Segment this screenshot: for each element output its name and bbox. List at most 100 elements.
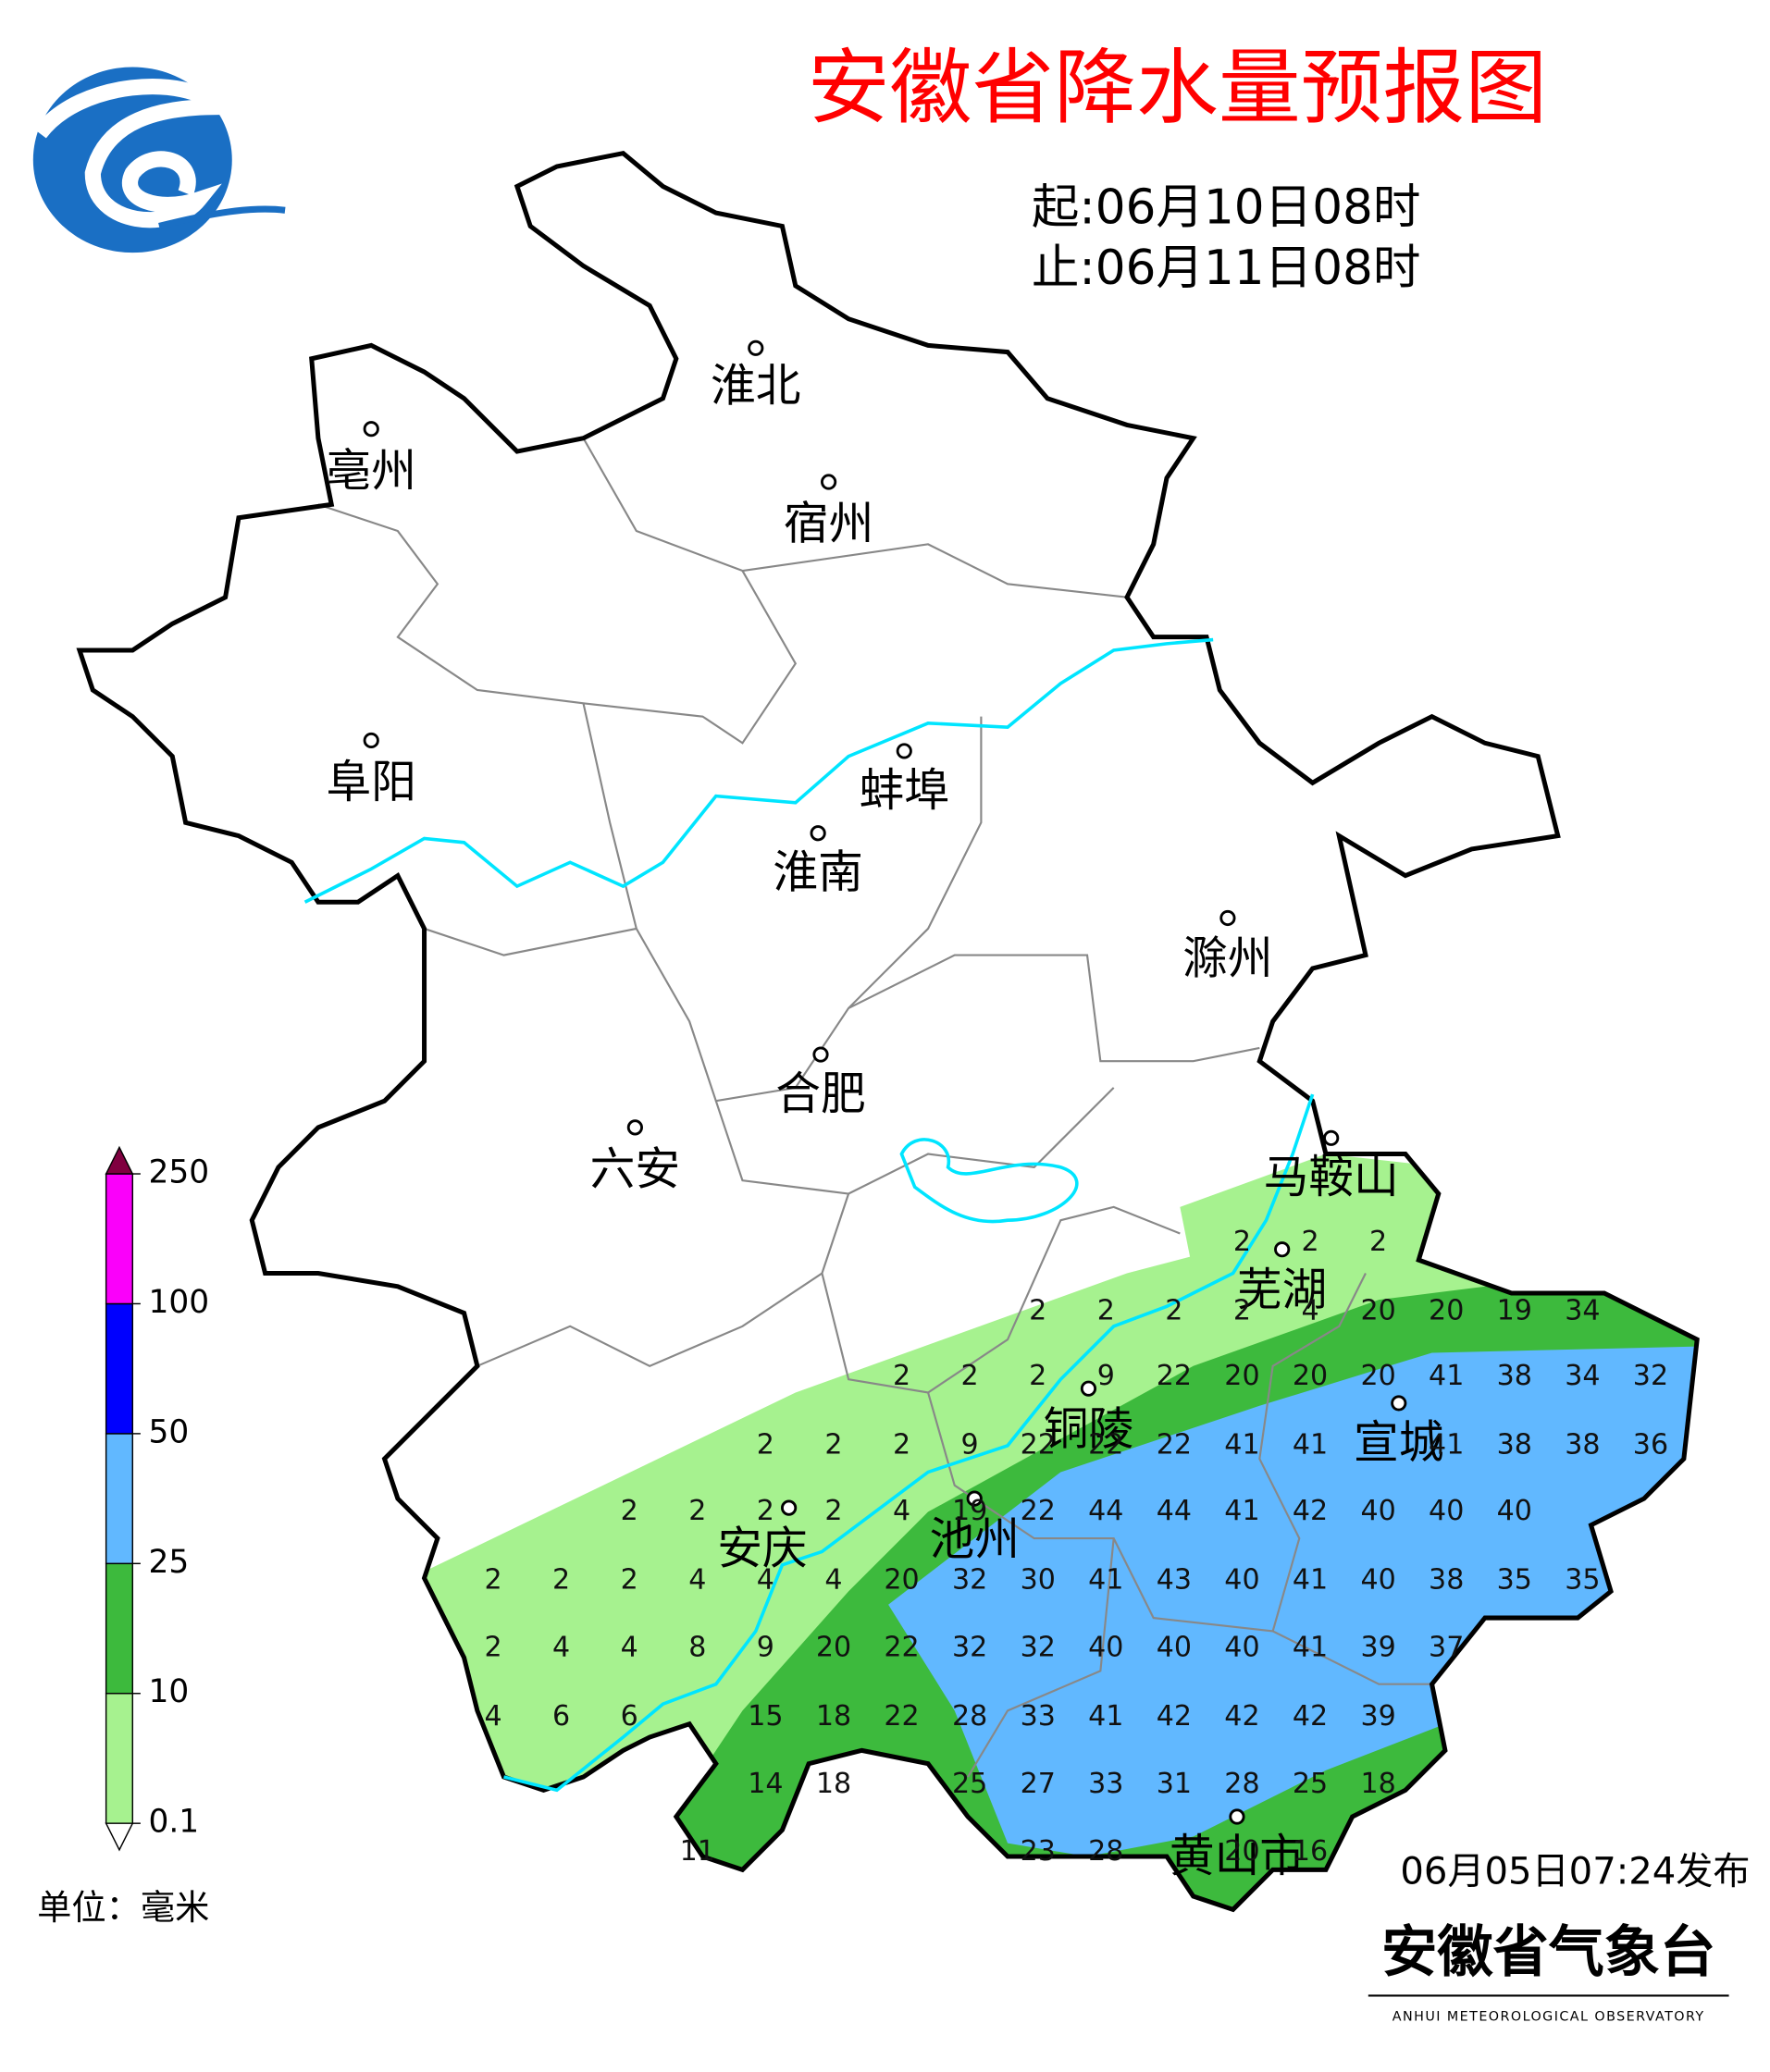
grid-value: 41 <box>1429 1428 1464 1461</box>
grid-value: 41 <box>1429 1360 1464 1392</box>
grid-value: 42 <box>1224 1700 1259 1733</box>
grid-value: 2 <box>893 1428 910 1461</box>
city-dot <box>363 732 379 749</box>
grid-value: 20 <box>1224 1360 1259 1392</box>
grid-value: 40 <box>1497 1495 1532 1527</box>
grid-value: 4 <box>824 1563 842 1596</box>
border <box>927 1392 1432 1685</box>
grid-value: 27 <box>1021 1768 1056 1800</box>
legend-under <box>105 1822 134 1852</box>
grid-value: 2 <box>757 1428 774 1461</box>
city-borders <box>317 438 1432 1778</box>
grid-value: 35 <box>1497 1563 1532 1596</box>
grid-value: 2 <box>1233 1226 1251 1258</box>
grid-value: 2 <box>484 1632 501 1664</box>
rivers <box>303 637 1315 1793</box>
grid-value: 31 <box>1157 1768 1192 1800</box>
grid-value: 4 <box>621 1632 638 1664</box>
grid-value: 4 <box>552 1632 570 1664</box>
grid-value: 19 <box>1497 1295 1532 1327</box>
grid-value: 38 <box>1497 1360 1532 1392</box>
agency-name: 安徽省气象台 <box>1381 1920 1715 1985</box>
legend-label: 25 <box>148 1544 189 1581</box>
grid-value: 2 <box>552 1563 570 1596</box>
rain-areas <box>397 1153 1698 1910</box>
grid-value: 2 <box>621 1563 638 1596</box>
city-label: 池州 <box>930 1513 1020 1565</box>
legend-swatch <box>105 1562 134 1695</box>
grid-value: 2 <box>757 1495 774 1527</box>
grid-value: 4 <box>1301 1295 1318 1327</box>
lake <box>899 1138 1079 1224</box>
grid-value: 40 <box>1157 1632 1192 1664</box>
end-time: 止:06月11日08时 <box>1032 240 1421 296</box>
city-label: 黄山市 <box>1170 1831 1305 1882</box>
border <box>714 1087 1115 1195</box>
grid-value: 40 <box>1360 1495 1395 1527</box>
grid-value: 25 <box>952 1768 987 1800</box>
city-dot <box>896 743 912 759</box>
river <box>503 1093 1315 1793</box>
border <box>967 1537 1115 1778</box>
city-dot <box>1229 1808 1245 1825</box>
border <box>424 927 637 956</box>
city-label: 淮北 <box>711 361 800 413</box>
city-label: 蚌埠 <box>860 765 949 817</box>
legend-label: 50 <box>148 1413 189 1450</box>
grid-value: 32 <box>1021 1632 1056 1664</box>
grid-value: 20 <box>1293 1360 1328 1392</box>
grid-value: 42 <box>1157 1700 1192 1733</box>
grid-value: 42 <box>1293 1495 1328 1527</box>
city-dot <box>812 1046 829 1063</box>
city-label: 亳州 <box>327 445 416 497</box>
city-dot <box>626 1119 643 1136</box>
grid-value: 18 <box>816 1768 851 1800</box>
grid-value: 41 <box>1224 1428 1259 1461</box>
city-dot <box>1323 1129 1340 1146</box>
grid-value: 32 <box>952 1632 987 1664</box>
border <box>821 1205 1181 1394</box>
grid-value: 28 <box>1224 1768 1259 1800</box>
grid-value: 20 <box>1360 1360 1395 1392</box>
grid-value: 40 <box>1088 1632 1123 1664</box>
city-label: 安庆 <box>717 1523 807 1574</box>
city-label: 合肥 <box>775 1068 865 1120</box>
grid-values: 2 2 22 2 2 2 4 20 20 19 342 2 2 9 22 20 20 20 41 38 34 322 2 2 9… <box>484 1226 1668 1868</box>
grid-value: 16 <box>1293 1835 1328 1868</box>
grid-value: 41 <box>1293 1428 1328 1461</box>
grid-value: 2 <box>961 1360 979 1392</box>
grid-value: 20 <box>1224 1835 1259 1868</box>
grid-value: 2 <box>1233 1295 1251 1327</box>
city-dot <box>1274 1241 1291 1258</box>
grid-value: 38 <box>1497 1428 1532 1461</box>
grid-value: 36 <box>1633 1428 1668 1461</box>
grid-value: 22 <box>884 1632 919 1664</box>
grid-value: 18 <box>816 1700 851 1733</box>
grid-value: 37 <box>1429 1632 1464 1664</box>
unit-label: 单位：毫米 <box>37 1887 209 1928</box>
city-label: 芜湖 <box>1237 1264 1327 1316</box>
legend-label: 100 <box>148 1284 209 1321</box>
grid-value: 19 <box>952 1495 987 1527</box>
city-label: 阜阳 <box>327 757 416 808</box>
grid-value: 9 <box>961 1428 979 1461</box>
city-label: 铜陵 <box>1044 1403 1133 1455</box>
grid-value: 2 <box>1097 1295 1115 1327</box>
city-label: 六安 <box>590 1144 680 1196</box>
grid-value: 42 <box>1293 1700 1328 1733</box>
legend-label: 250 <box>148 1154 209 1191</box>
grid-value: 6 <box>552 1700 570 1733</box>
grid-value: 40 <box>1429 1495 1464 1527</box>
grid-value: 18 <box>1360 1768 1395 1800</box>
grid-value: 4 <box>757 1563 774 1596</box>
border <box>477 1193 850 1367</box>
grid-value: 39 <box>1360 1700 1395 1733</box>
grid-value: 40 <box>1224 1632 1259 1664</box>
grid-value: 23 <box>1021 1835 1056 1868</box>
legend-swatch <box>105 1433 134 1565</box>
grid-value: 2 <box>1029 1360 1046 1392</box>
grid-value: 41 <box>1088 1700 1123 1733</box>
border <box>848 954 1260 1063</box>
grid-value: 28 <box>1088 1835 1123 1868</box>
